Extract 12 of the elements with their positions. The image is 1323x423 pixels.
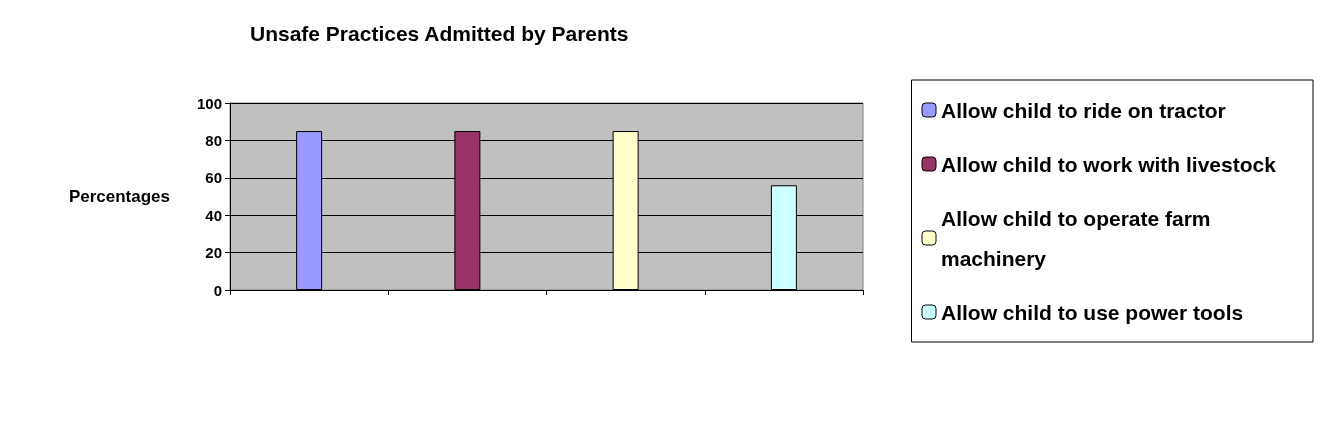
y-tick-label: 60: [205, 169, 222, 187]
y-tick-label: 0: [213, 281, 222, 299]
legend-label: Allow child to ride on tractor: [941, 98, 1226, 122]
y-tick-label: 20: [205, 244, 222, 262]
legend-label: Allow child to use power tools: [941, 300, 1244, 324]
legend-label: Allow child to work with livestock: [941, 152, 1277, 176]
legend-label: Allow child to operate farm machinery: [941, 206, 1217, 270]
chart-title: Unsafe Practices Admitted by Parents: [250, 22, 629, 45]
y-axis-title: Percentages: [68, 187, 170, 206]
y-tick-label: 100: [196, 94, 222, 112]
y-tick-label: 80: [205, 131, 222, 149]
y-tick-label: 40: [205, 206, 222, 224]
